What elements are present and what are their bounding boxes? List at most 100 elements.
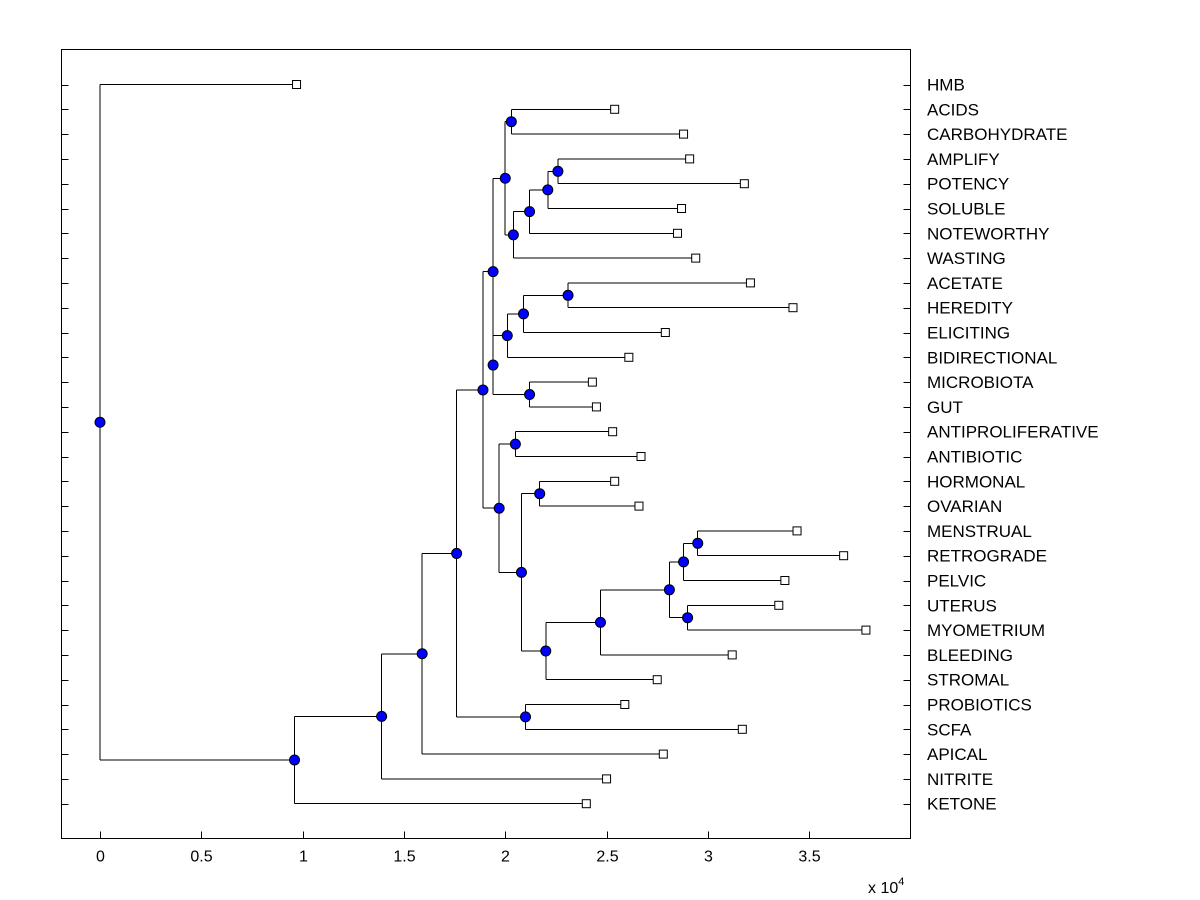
x-multiplier-label: x 104 xyxy=(868,876,904,897)
leaf-label: MENSTRUAL xyxy=(927,522,1032,541)
node-marker xyxy=(594,616,606,628)
leaf-marker xyxy=(658,749,668,759)
node-markers xyxy=(94,116,704,766)
leaf-label: POTENCY xyxy=(927,175,1009,194)
leaf-label: PROBIOTICS xyxy=(927,696,1032,715)
leaf-label: APICAL xyxy=(927,745,987,764)
leaf-label: ACIDS xyxy=(927,100,979,119)
leaf-label: ELICITING xyxy=(927,324,1010,343)
y-tick-marks xyxy=(61,85,911,805)
node-marker xyxy=(524,206,536,218)
leaf-marker xyxy=(608,427,618,437)
node-marker xyxy=(562,289,574,301)
leaf-marker xyxy=(620,700,630,709)
leaf-label: SOLUBLE xyxy=(927,200,1005,219)
x-multiplier-exponent: 4 xyxy=(898,876,904,888)
leaf-label: STROMAL xyxy=(927,671,1009,690)
leaf-label: ANTIBIOTIC xyxy=(927,448,1022,467)
leaf-label: SCFA xyxy=(927,720,972,739)
leaf-marker xyxy=(691,253,701,263)
leaf-marker xyxy=(861,625,871,635)
leaf-marker xyxy=(634,501,644,511)
leaf-label: CARBOHYDRATE xyxy=(927,125,1067,144)
leaf-marker xyxy=(792,526,802,536)
leaf-marker xyxy=(679,129,689,139)
leaf-label: BIDIRECTIONAL xyxy=(927,348,1057,367)
leaf-marker xyxy=(624,352,634,362)
node-marker xyxy=(501,330,513,342)
leaf-marker xyxy=(727,650,737,660)
leaf-labels: HMB ACIDS CARBOHYDRATE AMPLIFY POTENCY SOLUBL… xyxy=(927,76,1099,814)
x-tick-label: 0 xyxy=(96,849,105,866)
node-marker xyxy=(678,556,690,568)
node-marker xyxy=(524,389,536,400)
leaf-label: WASTING xyxy=(927,249,1006,268)
node-marker xyxy=(477,384,489,396)
node-marker xyxy=(540,645,552,657)
node-marker xyxy=(416,648,428,660)
node-marker xyxy=(499,172,511,184)
leaf-marker xyxy=(581,799,591,809)
leaf-label: MYOMETRIUM xyxy=(927,621,1045,640)
node-marker xyxy=(507,229,519,241)
leaf-label: PELVIC xyxy=(927,572,986,591)
leaf-label: NOTEWORTHY xyxy=(927,224,1049,243)
leaf-label: GUT xyxy=(927,398,963,417)
leaf-marker xyxy=(672,228,682,238)
node-marker xyxy=(542,184,554,196)
node-marker xyxy=(682,612,694,624)
leaf-marker xyxy=(685,154,695,164)
node-marker xyxy=(663,584,675,596)
leaf-marker xyxy=(602,774,612,784)
leaf-marker xyxy=(636,452,646,461)
x-tick-marks: 0 0.5 1 1.5 2 2.5 3 3.5 xyxy=(96,831,821,866)
leaf-marker xyxy=(739,179,749,189)
plot-area xyxy=(61,49,911,839)
node-marker xyxy=(509,438,521,450)
leaf-label: ANTIPROLIFERATIVE xyxy=(927,423,1099,442)
leaf-marker xyxy=(610,104,620,114)
leaf-label: MICROBIOTA xyxy=(927,373,1034,392)
x-tick-label: 1 xyxy=(299,849,308,866)
x-tick-label: 2.5 xyxy=(596,849,618,866)
leaf-marker xyxy=(610,476,620,486)
leaf-label: OVARIAN xyxy=(927,497,1002,516)
leaf-marker xyxy=(839,551,849,561)
leaf-label: UTERUS xyxy=(927,596,997,615)
leaf-marker xyxy=(780,576,790,585)
node-marker xyxy=(517,308,529,320)
node-marker xyxy=(515,566,527,578)
x-tick-label: 2 xyxy=(501,849,510,866)
node-marker xyxy=(552,165,564,177)
leaf-markers xyxy=(292,80,871,809)
leaf-marker xyxy=(677,204,687,213)
node-marker xyxy=(487,266,499,278)
leaf-marker xyxy=(745,278,755,288)
leaf-marker xyxy=(737,724,747,734)
leaf-label: BLEEDING xyxy=(927,646,1013,665)
leaf-marker xyxy=(660,328,670,337)
leaf-label: HEREDITY xyxy=(927,299,1013,318)
x-tick-label: 3 xyxy=(704,849,713,866)
node-marker xyxy=(692,537,704,549)
leaf-label: HMB xyxy=(927,76,965,95)
node-marker xyxy=(505,116,517,128)
node-marker xyxy=(376,710,388,722)
node-marker xyxy=(520,711,532,723)
x-tick-label: 1.5 xyxy=(393,849,415,866)
leaf-label: RETROGRADE xyxy=(927,547,1047,566)
leaf-marker xyxy=(788,303,798,313)
leaf-label: NITRITE xyxy=(927,770,993,789)
node-marker xyxy=(94,416,106,428)
leaf-label: HORMONAL xyxy=(927,472,1025,491)
leaf-marker xyxy=(292,80,302,89)
leaf-marker xyxy=(591,402,601,412)
leaf-marker xyxy=(587,377,597,387)
leaf-marker xyxy=(652,675,662,685)
leaf-label: KETONE xyxy=(927,795,997,814)
leaf-label: ACETATE xyxy=(927,274,1003,293)
x-tick-label: 3.5 xyxy=(798,849,820,866)
node-marker xyxy=(493,502,505,514)
node-marker xyxy=(289,754,301,766)
